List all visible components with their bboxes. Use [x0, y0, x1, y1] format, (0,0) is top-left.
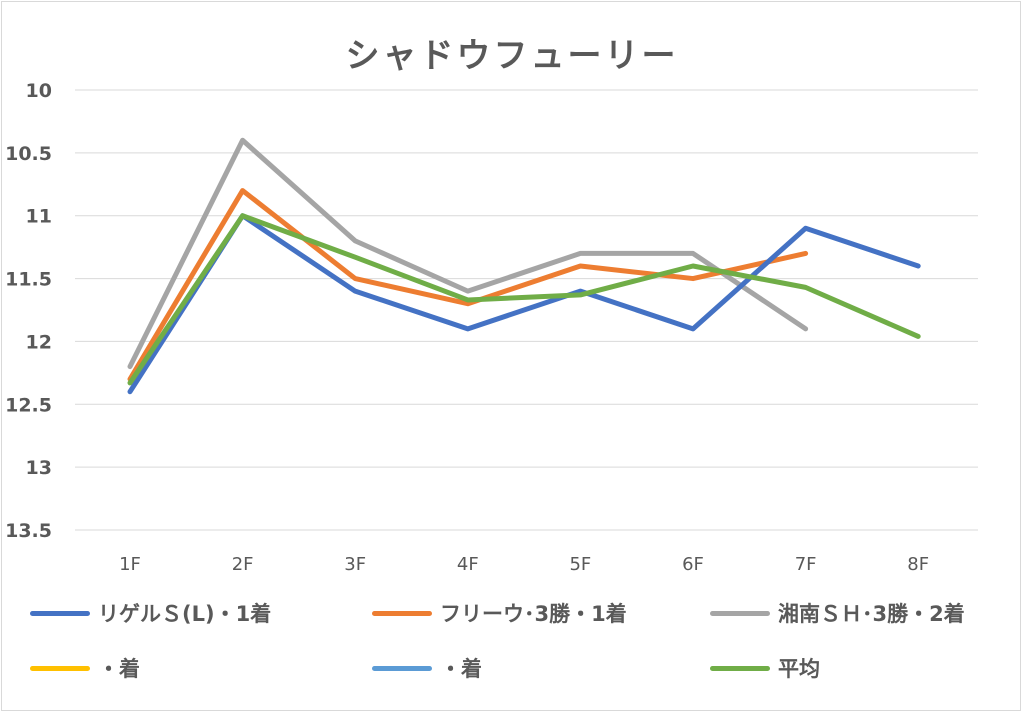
legend-item: リゲルＳ(L)・1着 — [30, 598, 271, 628]
x-tick-label: 2F — [232, 554, 254, 575]
legend-item: 湘南ＳＨ･3勝・2着 — [710, 598, 965, 628]
x-tick-label: 4F — [457, 554, 479, 575]
series-line — [127, 213, 921, 386]
x-tick-label: 5F — [569, 554, 591, 575]
y-tick-label: 11 — [26, 206, 52, 228]
legend-item: ・着 — [372, 653, 482, 683]
legend-label: リゲルＳ(L)・1着 — [98, 602, 272, 626]
legend-swatch — [710, 610, 770, 616]
y-tick-label: 10 — [26, 80, 52, 102]
legend-swatch — [30, 610, 90, 616]
x-tick-label: 3F — [344, 554, 366, 575]
x-tick-label: 8F — [907, 554, 929, 575]
series-line — [127, 188, 809, 382]
x-tick-label: 7F — [795, 554, 817, 575]
legend-swatch — [372, 665, 432, 671]
legend-label: 湘南ＳＨ･3勝・2着 — [778, 602, 965, 626]
legend-label: ・着 — [440, 657, 482, 681]
legend-item: 平均 — [710, 653, 820, 683]
y-tick-label: 13.5 — [5, 520, 52, 542]
chart-title: シャドウフューリー — [345, 36, 679, 76]
y-tick-label: 12 — [26, 331, 52, 353]
legend-swatch — [372, 610, 432, 616]
series-line — [127, 137, 809, 370]
y-tick-label: 12.5 — [5, 394, 52, 416]
legend-swatch — [30, 665, 90, 671]
legend-label: ・着 — [98, 657, 140, 681]
y-tick-label: 11.5 — [5, 269, 52, 291]
y-tick-label: 13 — [26, 457, 52, 479]
series-line — [127, 213, 921, 395]
legend-label: フリーウ･3勝・1着 — [440, 602, 627, 626]
y-tick-label: 10.5 — [5, 143, 52, 165]
legend-label: 平均 — [778, 657, 820, 681]
legend-swatch — [710, 665, 770, 671]
x-tick-label: 1F — [119, 554, 141, 575]
x-tick-label: 6F — [682, 554, 704, 575]
legend-item: フリーウ･3勝・1着 — [372, 598, 627, 628]
legend-item: ・着 — [30, 653, 140, 683]
